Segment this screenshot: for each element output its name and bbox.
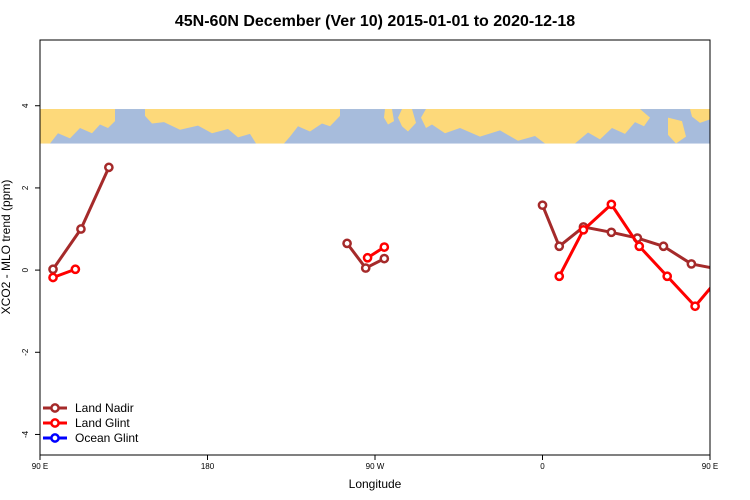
y-tick-label: 0 — [21, 267, 30, 272]
data-point — [360, 263, 371, 273]
y-axis-label: XCO2 - MLO trend (ppm) — [0, 180, 13, 315]
data-point — [662, 271, 673, 282]
series-land-nadir — [48, 162, 749, 275]
legend-label: Land Glint — [75, 416, 130, 430]
data-point — [379, 242, 390, 252]
series-land-glint — [48, 199, 743, 312]
plot-frame — [39, 39, 711, 456]
x-tick-label: 0 — [540, 462, 545, 471]
map-land-shape — [384, 109, 394, 125]
series-line — [51, 166, 111, 271]
legend-marker — [50, 433, 60, 443]
y-axis: -4 -2 0 2 4 — [21, 103, 40, 438]
data-point — [70, 264, 81, 275]
map-land-shape — [421, 109, 650, 144]
y-tick-label: 4 — [21, 103, 30, 108]
data-point — [686, 259, 697, 269]
x-tick-label: 90 E — [32, 462, 48, 471]
data-point — [48, 272, 58, 283]
x-axis: 90 E 180 90 W 0 90 E — [32, 455, 718, 471]
data-point — [606, 199, 617, 210]
series-line — [541, 204, 710, 270]
data-point — [362, 252, 373, 263]
data-point — [658, 241, 669, 252]
legend-marker — [50, 403, 60, 413]
data-point — [342, 238, 352, 249]
data-point — [742, 225, 749, 232]
map-land-shape — [398, 109, 416, 132]
data-point — [76, 224, 86, 234]
map-land-shape — [668, 117, 686, 144]
x-tick-label: 90 W — [366, 462, 385, 471]
data-point — [736, 266, 743, 273]
y-tick-label: -2 — [21, 348, 30, 356]
data-point — [690, 301, 700, 312]
data-point — [554, 241, 565, 252]
map-land-shape — [40, 109, 115, 144]
data-point — [606, 227, 617, 238]
legend-marker — [50, 418, 60, 428]
series-layer — [48, 162, 749, 312]
series-line — [557, 202, 710, 308]
x-tick-label: 90 E — [702, 462, 718, 471]
y-tick-label: 2 — [21, 185, 30, 190]
data-point — [554, 271, 565, 282]
legend-label: Ocean Glint — [75, 431, 139, 445]
world-map-band — [40, 109, 710, 144]
data-point — [537, 200, 548, 211]
x-tick-label: 180 — [201, 462, 215, 471]
chart-title: 45N-60N December (Ver 10) 2015-01-01 to … — [175, 13, 575, 30]
data-point — [634, 241, 645, 252]
y-tick-label: -4 — [21, 430, 30, 438]
legend-label: Land Nadir — [75, 401, 134, 415]
x-axis-label: Longitude — [349, 477, 402, 491]
map-land-shape — [145, 109, 340, 144]
data-point — [104, 162, 114, 173]
data-point — [48, 264, 58, 275]
data-point — [379, 253, 390, 264]
map-land-masses — [40, 109, 710, 144]
data-point — [578, 224, 589, 235]
data-point — [716, 274, 723, 281]
data-point — [716, 266, 723, 273]
map-land-shape — [690, 109, 710, 123]
